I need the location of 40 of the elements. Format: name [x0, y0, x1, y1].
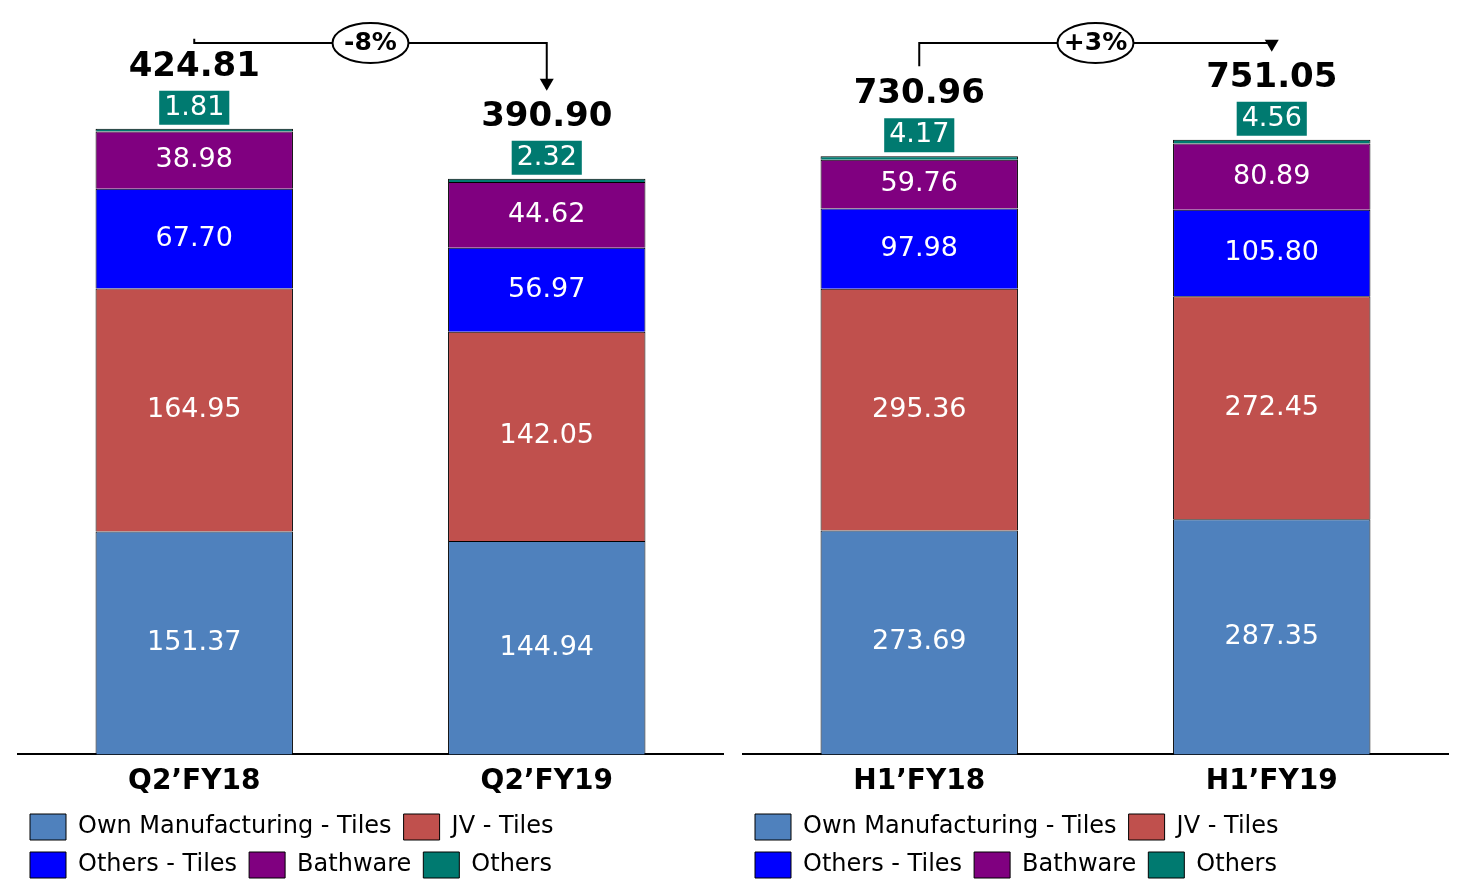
- data-label: 67.70: [155, 220, 233, 252]
- text: -8%: [344, 26, 397, 56]
- data-label: 4.56: [1241, 100, 1302, 132]
- text: +3%: [1063, 26, 1128, 56]
- legend-label: Others - Tiles: [78, 849, 238, 878]
- data-label: 164.95: [147, 392, 242, 424]
- data-label: 97.98: [880, 230, 958, 262]
- total-label: 424.81: [128, 43, 260, 84]
- data-label: 38.98: [155, 142, 233, 174]
- legend-label: Bathware: [297, 849, 412, 878]
- data-label: 142.05: [499, 418, 594, 450]
- data-label: 1.81: [164, 89, 225, 121]
- legend-label: Others: [471, 849, 552, 878]
- data-label: 59.76: [880, 166, 958, 198]
- legend-label: JV - Tiles: [449, 811, 554, 840]
- x-tick-label: H1’FY19: [1205, 763, 1338, 797]
- data-label: 151.37: [147, 624, 242, 656]
- legend-label: Others: [1196, 849, 1277, 878]
- data-label: 287.35: [1224, 618, 1319, 650]
- data-label: 144.94: [499, 629, 594, 661]
- legend-label: Own Manufacturing - Tiles: [78, 811, 392, 840]
- total-label: 751.05: [1206, 54, 1338, 95]
- total-label: 390.90: [481, 93, 613, 134]
- data-label: 272.45: [1224, 389, 1319, 421]
- data-label: 80.89: [1233, 158, 1311, 190]
- x-tick-label: Q2’FY19: [480, 763, 613, 797]
- data-label: 105.80: [1224, 235, 1319, 267]
- x-tick-label: Q2’FY18: [128, 763, 261, 797]
- data-label: 273.69: [872, 624, 967, 656]
- data-label: 44.62: [508, 196, 586, 228]
- data-label: 295.36: [872, 391, 967, 423]
- total-label: 730.96: [853, 71, 985, 112]
- legend-label: Own Manufacturing - Tiles: [803, 811, 1117, 840]
- legend-label: JV - Tiles: [1174, 811, 1279, 840]
- data-label: 56.97: [508, 271, 586, 303]
- data-label: 4.17: [889, 117, 950, 149]
- data-label: 2.32: [516, 139, 577, 171]
- legend-label: Others - Tiles: [803, 849, 963, 878]
- legend-label: Bathware: [1022, 849, 1137, 878]
- x-tick-label: H1’FY18: [853, 763, 986, 797]
